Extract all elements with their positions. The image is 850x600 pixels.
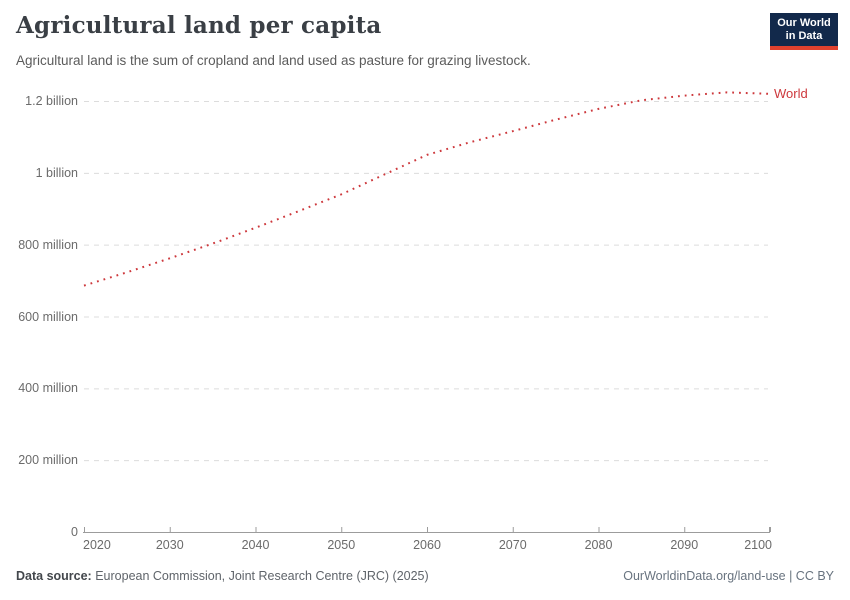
chart-subtitle: Agricultural land is the sum of cropland… (16, 53, 531, 68)
x-axis-label: 2040 (241, 538, 270, 552)
x-axis-label: 2090 (670, 538, 699, 552)
x-axis-label: 2050 (327, 538, 356, 552)
owid-logo: Our World in Data (770, 13, 838, 50)
source-text: European Commission, Joint Research Cent… (91, 569, 429, 583)
series-label-world: World (774, 85, 808, 101)
y-axis-label: 1.2 billion (25, 94, 78, 108)
logo-text-line2: in Data (785, 30, 823, 42)
y-axis-label: 0 (71, 525, 78, 539)
source-label: Data source: (16, 569, 92, 583)
y-axis-label: 400 million (18, 381, 78, 396)
x-axis-label: 2060 (413, 538, 441, 552)
chart-title: Agricultural land per capita (16, 12, 382, 39)
y-axis-label: 1 billion (35, 165, 78, 180)
x-axis-label: 2020 (83, 538, 111, 552)
x-axis-label: 2030 (155, 538, 184, 552)
footer-source: Data source: European Commission, Joint … (16, 569, 429, 583)
x-axis-label: 2100 (744, 538, 772, 552)
footer-link[interactable]: OurWorldinData.org/land-use | CC BY (623, 569, 834, 583)
x-axis-label: 2070 (498, 538, 527, 552)
y-axis-label: 800 million (18, 237, 78, 252)
world-series-line (83, 91, 771, 287)
logo-text-line1: Our World (777, 17, 831, 29)
y-axis-label: 600 million (18, 309, 78, 324)
y-axis-label: 200 million (18, 453, 78, 468)
x-axis-label: 2080 (584, 538, 613, 552)
